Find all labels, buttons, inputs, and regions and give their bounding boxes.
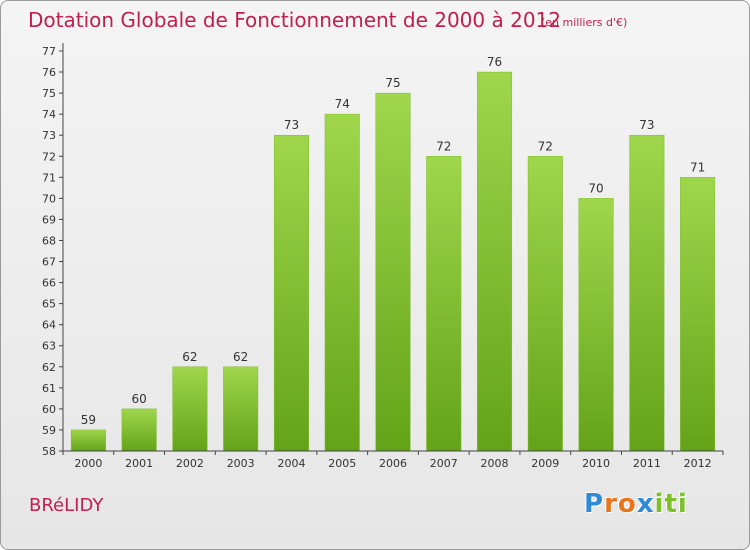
bar bbox=[121, 408, 157, 452]
x-tick-label: 2010 bbox=[582, 457, 610, 470]
bar-value-label: 73 bbox=[639, 118, 654, 132]
commune-name: BRéLIDY bbox=[29, 495, 104, 516]
logo-letter: t bbox=[664, 489, 678, 519]
y-tick-label: 69 bbox=[42, 213, 56, 226]
bar bbox=[172, 366, 208, 452]
bar-value-label: 74 bbox=[335, 97, 350, 111]
y-tick-label: 72 bbox=[42, 150, 56, 163]
y-tick-label: 70 bbox=[42, 192, 56, 205]
logo-letter: r bbox=[604, 489, 618, 519]
bar-value-label: 72 bbox=[436, 139, 451, 153]
y-tick-label: 77 bbox=[42, 45, 56, 58]
y-tick-label: 66 bbox=[42, 277, 56, 290]
x-tick-label: 2012 bbox=[684, 457, 712, 470]
bar bbox=[527, 156, 563, 452]
bar bbox=[578, 198, 614, 452]
unit-note: (en milliers d'€) bbox=[541, 16, 628, 29]
y-tick-label: 64 bbox=[42, 319, 56, 332]
y-tick-label: 58 bbox=[42, 445, 56, 458]
x-tick-label: 2002 bbox=[176, 457, 204, 470]
x-tick-label: 2008 bbox=[481, 457, 509, 470]
bar bbox=[223, 366, 259, 452]
x-tick-label: 2011 bbox=[633, 457, 661, 470]
bar-value-label: 76 bbox=[487, 55, 502, 69]
bar bbox=[477, 71, 513, 452]
chart-title: Dotation Globale de Fonctionnement de 20… bbox=[28, 8, 561, 32]
bar-value-label: 59 bbox=[81, 413, 96, 427]
y-tick-label: 68 bbox=[42, 234, 56, 247]
x-tick-label: 2005 bbox=[328, 457, 356, 470]
y-tick-label: 73 bbox=[42, 129, 56, 142]
bar-value-label: 60 bbox=[132, 392, 147, 406]
y-tick-label: 63 bbox=[42, 340, 56, 353]
logo-letter: P bbox=[584, 489, 605, 519]
bar bbox=[324, 113, 360, 452]
x-tick-label: 2009 bbox=[531, 457, 559, 470]
y-tick-label: 60 bbox=[42, 403, 56, 416]
logo-letter: i bbox=[677, 489, 688, 519]
bar-value-label: 71 bbox=[690, 160, 705, 174]
y-axis: 58 59 60 61 62 63 64 65 66 67 68 69 70 71 72 73 74 75 76 77 bbox=[42, 43, 64, 458]
bar bbox=[70, 429, 106, 452]
y-tick-label: 71 bbox=[42, 171, 56, 184]
bar-value-label: 75 bbox=[385, 76, 400, 90]
y-tick-label: 59 bbox=[42, 424, 56, 437]
bar-value-label: 62 bbox=[182, 350, 197, 364]
y-tick-label: 67 bbox=[42, 256, 56, 269]
logo-letter: o bbox=[617, 489, 637, 519]
y-tick-label: 74 bbox=[42, 108, 56, 121]
x-tick-label: 2001 bbox=[125, 457, 153, 470]
x-tick-label: 2004 bbox=[277, 457, 305, 470]
bar-value-label: 62 bbox=[233, 350, 248, 364]
x-tick-label: 2003 bbox=[227, 457, 255, 470]
bar bbox=[629, 134, 665, 452]
y-tick-label: 65 bbox=[42, 298, 56, 311]
bar-value-label: 73 bbox=[284, 118, 299, 132]
bar bbox=[273, 134, 309, 452]
x-axis: 2000 2001 2002 2003 2004 2005 2006 2007 2008 2009… bbox=[62, 450, 724, 470]
bar bbox=[375, 92, 411, 452]
logo-letter: x bbox=[636, 489, 655, 519]
bar bbox=[680, 177, 716, 452]
y-tick-label: 62 bbox=[42, 361, 56, 374]
y-tick-label: 75 bbox=[42, 87, 56, 100]
bars: 59 60 62 62 73 74 75 72 76 72 70 73 71 bbox=[70, 55, 716, 452]
x-tick-label: 2000 bbox=[74, 457, 102, 470]
bar bbox=[426, 156, 462, 452]
logo-letter: i bbox=[654, 489, 665, 519]
y-tick-label: 76 bbox=[42, 66, 56, 79]
x-tick-label: 2006 bbox=[379, 457, 407, 470]
bar-value-label: 72 bbox=[538, 139, 553, 153]
y-tick-label: 61 bbox=[42, 382, 56, 395]
proxiti-logo: Proxiti bbox=[584, 489, 688, 519]
bar-value-label: 70 bbox=[588, 181, 603, 195]
x-tick-label: 2007 bbox=[430, 457, 458, 470]
